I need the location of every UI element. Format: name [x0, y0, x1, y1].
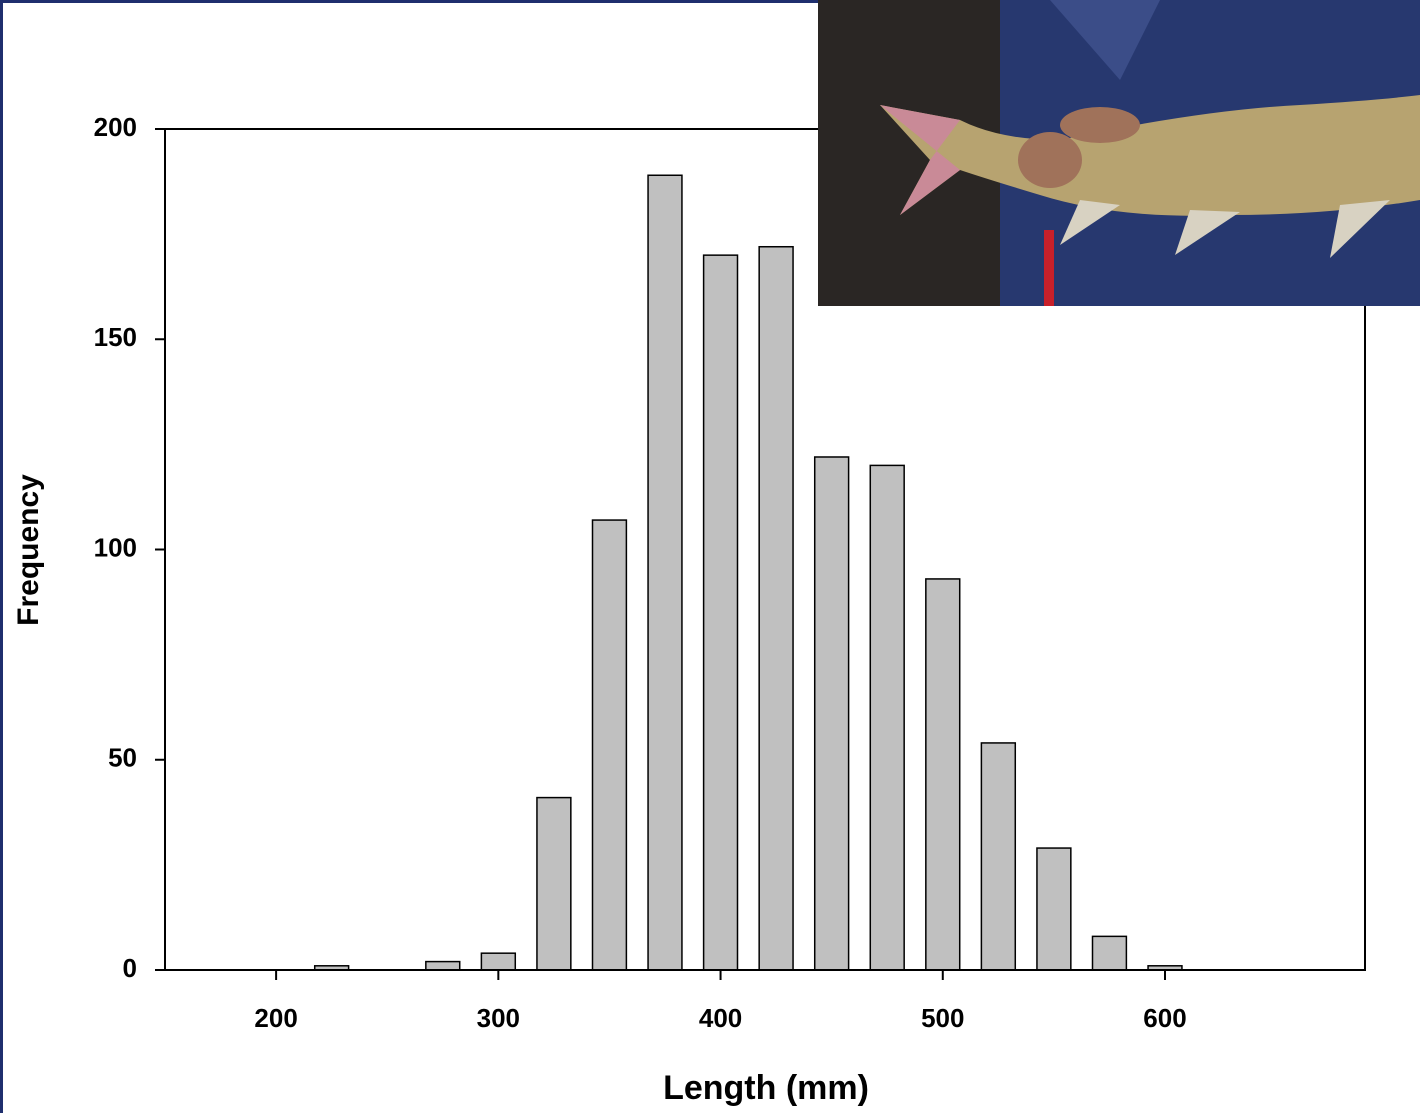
x-axis-title: Length (mm) — [663, 1069, 869, 1107]
photo-tail — [880, 105, 960, 215]
x-tick-label: 300 — [477, 1003, 520, 1033]
bar — [480, 952, 517, 971]
photo-fold — [1050, 0, 1160, 80]
x-tick-label: 200 — [254, 1003, 297, 1033]
y-tick-label: 200 — [94, 112, 137, 142]
bar — [758, 245, 794, 971]
photo-fin — [1060, 200, 1120, 245]
photo-hand — [1060, 107, 1140, 143]
frame-top — [0, 0, 1420, 3]
bar — [425, 960, 461, 971]
frame-left — [0, 0, 3, 1113]
photo-fin — [1330, 200, 1390, 258]
bar — [1091, 935, 1128, 971]
photo-hand — [1018, 132, 1082, 188]
y-tick-label: 100 — [94, 532, 137, 562]
y-tick-label: 150 — [94, 322, 137, 352]
x-tick-label: 500 — [921, 1003, 964, 1033]
bar — [813, 456, 850, 971]
x-tick-label: 400 — [699, 1003, 742, 1033]
photo-fish — [880, 95, 1420, 216]
bar — [647, 174, 683, 971]
bar — [591, 519, 628, 971]
bar — [1036, 847, 1072, 971]
y-tick-label: 50 — [108, 743, 137, 773]
plot-area: 0 50 100 150 200 200 300 400 500 600 — [94, 112, 1366, 1033]
x-tick-label: 600 — [1143, 1003, 1186, 1033]
bar — [536, 796, 572, 971]
y-axis-title: Frequency — [12, 474, 45, 626]
bar — [925, 578, 961, 971]
photo — [818, 0, 1420, 306]
bar — [702, 254, 739, 971]
photo-fin — [1175, 210, 1240, 255]
y-tick-label: 0 — [123, 953, 137, 983]
bar — [980, 742, 1017, 971]
bar — [869, 464, 905, 971]
photo-strap — [1044, 230, 1054, 306]
